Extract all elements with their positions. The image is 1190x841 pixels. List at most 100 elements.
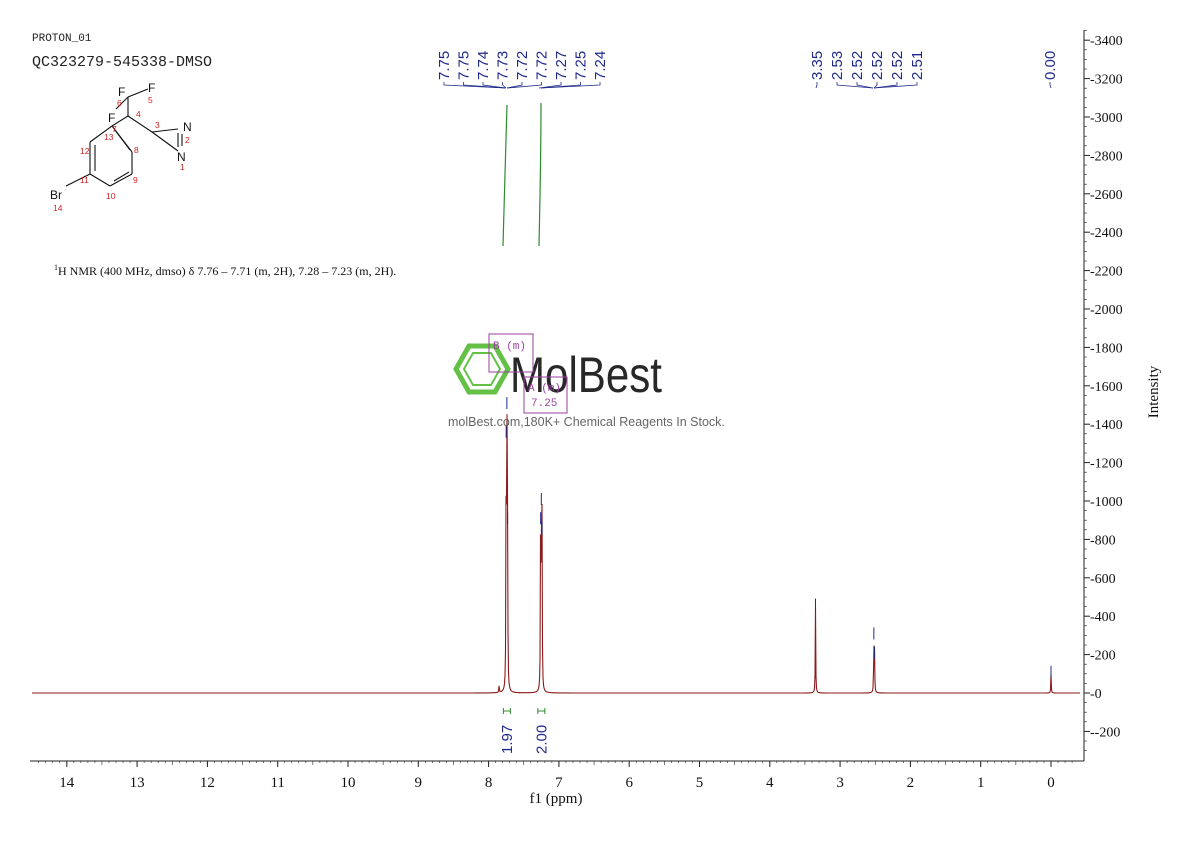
x-tick-label: 3 bbox=[836, 775, 844, 791]
y-tick-label: -3200 bbox=[1090, 73, 1123, 88]
x-tick-label: 1 bbox=[977, 775, 985, 791]
atom-number: 2 bbox=[185, 135, 190, 145]
peak-label-connector bbox=[1049, 82, 1052, 89]
atom-label: F bbox=[118, 85, 125, 99]
molbest-logo-inner-icon bbox=[462, 352, 502, 386]
atom-number: 10 bbox=[106, 191, 116, 201]
peak-label: 3.35 bbox=[809, 51, 826, 80]
x-tick-label: 11 bbox=[270, 775, 284, 791]
y-tick-label: -800 bbox=[1090, 533, 1116, 548]
y-tick-label: -1400 bbox=[1090, 418, 1123, 433]
y-tick-label: -200 bbox=[1090, 649, 1116, 664]
peak-label: 7.75 bbox=[436, 51, 453, 80]
watermark-tagline: molBest.com,180K+ Chemical Reagents In S… bbox=[448, 415, 725, 429]
peak-label-connector bbox=[815, 82, 818, 89]
atom-number: 1 bbox=[180, 162, 185, 172]
multiplet-label: B (m) bbox=[493, 341, 526, 353]
peak-label: 7.74 bbox=[475, 51, 492, 80]
x-tick-label: 2 bbox=[907, 775, 915, 791]
y-tick-label: -3000 bbox=[1090, 111, 1123, 126]
watermark-brand: MolBest bbox=[510, 347, 662, 403]
watermark: MolBest molBest.com,180K+ Chemical Reage… bbox=[448, 343, 725, 429]
atom-label: F bbox=[148, 81, 155, 95]
y-tick-label: --200 bbox=[1090, 725, 1120, 740]
x-tick-label: 14 bbox=[59, 775, 75, 791]
experiment-name: PROTON_01 bbox=[32, 33, 92, 45]
peak-label: 2.51 bbox=[909, 51, 926, 80]
peak-labels: 7.75 7.75 7.74 7.73 7.72 7.72 7.27 7.25 7.24 3.35… bbox=[436, 51, 1059, 89]
atom-number: 13 bbox=[104, 132, 114, 142]
peak-label-connector bbox=[506, 82, 542, 89]
atom-number: 6 bbox=[117, 98, 122, 108]
atom-number: 3 bbox=[155, 120, 160, 130]
nmr-text: H NMR (400 MHz, dmso) δ 7.76 – 7.71 (m, … bbox=[58, 264, 396, 278]
peak-label-connector bbox=[482, 82, 507, 89]
y-tick-label: -2400 bbox=[1090, 226, 1123, 241]
y-tick-label: -1800 bbox=[1090, 341, 1123, 356]
peak-label-connector bbox=[873, 82, 898, 89]
peak-label-connector bbox=[506, 82, 523, 89]
peak-label: 2.52 bbox=[889, 51, 906, 80]
nmr-description: 1H NMR (400 MHz, dmso) δ 7.76 – 7.71 (m,… bbox=[54, 263, 396, 278]
x-tick-label: 12 bbox=[200, 775, 215, 791]
y-tick-label: -600 bbox=[1090, 572, 1116, 587]
peak-label-connector bbox=[538, 82, 562, 89]
x-tick-label: 10 bbox=[341, 775, 356, 791]
peak-label: 2.53 bbox=[829, 51, 846, 80]
integral-value: 2.00 bbox=[533, 725, 550, 754]
nmr-superscript: 1 bbox=[54, 263, 58, 272]
molbest-logo-icon bbox=[453, 343, 511, 395]
integral-marks: 1.97 2.00 bbox=[499, 708, 550, 754]
atom-number: 8 bbox=[134, 145, 139, 155]
atom-number: 12 bbox=[80, 146, 90, 156]
peak-label: 2.52 bbox=[849, 51, 866, 80]
x-tick-label: 6 bbox=[625, 775, 633, 791]
peak-label: 2.52 bbox=[869, 51, 886, 80]
x-tick-label: 9 bbox=[415, 775, 423, 791]
peak-label-connector bbox=[873, 82, 878, 89]
y-tick-label: -2800 bbox=[1090, 149, 1123, 164]
spectrum-trace bbox=[32, 414, 1080, 694]
integral-curves bbox=[502, 102, 542, 247]
multiplet-label: A (m) bbox=[528, 383, 561, 395]
peak-label-connector bbox=[873, 82, 918, 89]
multiplet-annotations: B (m) A (m) 7.25 bbox=[488, 333, 568, 414]
integral-value: 1.97 bbox=[499, 725, 516, 754]
x-tick-label: 8 bbox=[485, 775, 493, 791]
atom-number: 11 bbox=[80, 175, 89, 185]
y-axis-title: Intensity bbox=[1146, 365, 1162, 418]
multiplet-box-b bbox=[488, 333, 534, 373]
y-tick-label: -1200 bbox=[1090, 457, 1123, 472]
multiplet-shift: 7.25 bbox=[531, 398, 557, 410]
x-axis-title: f1 (ppm) bbox=[530, 791, 583, 807]
atom-number: 5 bbox=[148, 95, 153, 105]
multiplet-box-a bbox=[523, 376, 568, 414]
y-tick-label: -400 bbox=[1090, 610, 1116, 625]
atom-label: N bbox=[183, 120, 192, 134]
y-tick-label: -2000 bbox=[1090, 303, 1123, 318]
peak-label: 7.75 bbox=[456, 51, 473, 80]
atom-number: 9 bbox=[133, 175, 138, 185]
x-tick-label: 5 bbox=[696, 775, 704, 791]
x-tick-label: 0 bbox=[1047, 775, 1055, 791]
spectrum bbox=[32, 397, 1080, 694]
y-tick-label: -1000 bbox=[1090, 495, 1123, 510]
x-tick-label: 7 bbox=[555, 775, 563, 791]
atom-number: 14 bbox=[53, 203, 63, 213]
y-tick-label: -0 bbox=[1090, 687, 1102, 702]
integral-curve bbox=[502, 104, 508, 247]
peak-label: 7.27 bbox=[553, 51, 570, 80]
peak-label: 7.24 bbox=[592, 51, 609, 80]
structure-atom-numbers: 1 2 3 4 5 6 7 8 9 10 11 12 13 14 bbox=[53, 95, 190, 213]
peak-label: 7.73 bbox=[495, 51, 512, 80]
peak-label: 7.72 bbox=[534, 51, 551, 80]
atom-number: 7 bbox=[112, 124, 117, 134]
y-tick-label: -2200 bbox=[1090, 265, 1123, 280]
x-tick-label: 4 bbox=[766, 775, 774, 791]
x-tick-label: 13 bbox=[130, 775, 145, 791]
atom-number: 4 bbox=[136, 109, 141, 119]
peak-label: 0.00 bbox=[1042, 51, 1059, 80]
peak-label-connector bbox=[836, 82, 874, 89]
sample-name: QC323279-545338-DMSO bbox=[32, 54, 212, 71]
peak-label-connector bbox=[443, 82, 506, 89]
